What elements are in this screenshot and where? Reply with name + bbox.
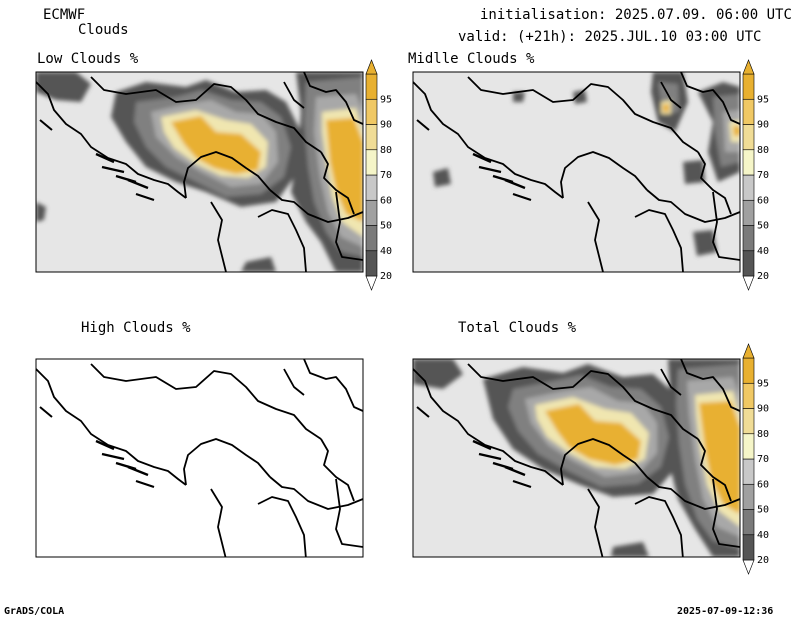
colorbar-min-triangle [742,559,755,575]
colorbar-segment [742,149,755,176]
colorbar-middle: 20 40 50 60 70 80 90 95 [742,59,769,291]
colorbar-min-triangle [365,275,378,291]
footer-timestamp: 2025-07-09-12:36 [677,606,774,617]
colorbar-segment [365,199,378,226]
colorbar-label: 70 [380,170,392,181]
colorbar-segment [742,199,755,226]
colorbar-segment [742,98,755,125]
colorbar-segment [742,382,755,409]
colorbar-segment [365,149,378,176]
model-name: ECMWF [43,7,86,23]
colorbar-label: 80 [757,145,769,156]
colorbar-segment [742,483,755,510]
colorbar-label: 50 [757,221,769,232]
colorbar-label: 90 [757,404,769,415]
panel-title-low: Low Clouds % [37,51,139,67]
colorbar-segment [365,250,378,277]
map-total-clouds [412,358,741,558]
colorbar-label: 40 [380,246,392,257]
colorbar-label: 95 [757,378,769,389]
colorbar-segment [742,225,755,252]
colorbar-max-triangle [742,343,755,359]
colorbar-segment [742,433,755,460]
colorbar-segment [365,124,378,151]
panel-title-high: High Clouds % [81,320,191,336]
map-middle-clouds [412,71,741,273]
colorbar-max-triangle [742,59,755,75]
colorbar-segment [742,124,755,151]
colorbar-segment [742,250,755,277]
panel-title-total: Total Clouds % [458,320,577,336]
colorbar-label: 90 [380,120,392,131]
colorbar-label: 60 [757,479,769,490]
colorbar-segment [742,458,755,485]
colorbar-segment [742,408,755,435]
colorbar-label: 95 [380,94,392,105]
colorbar-label: 40 [757,246,769,257]
colorbar-label: 60 [757,195,769,206]
valid-label: valid: (+21h): 2025.JUL.10 03:00 UTC [458,29,762,45]
colorbar-label: 60 [380,195,392,206]
colorbar-label: 70 [757,170,769,181]
colorbar-segment [365,98,378,125]
init-label: initialisation: 2025.07.09. 06:00 UTC [480,7,792,23]
colorbar-label: 95 [757,94,769,105]
colorbar-segment [742,357,755,384]
colorbar-label: 80 [380,145,392,156]
colorbar-segment [742,509,755,536]
colorbar-label: 20 [757,555,769,566]
colorbar-total: 20 40 50 60 70 80 90 95 [742,343,769,575]
colorbar-min-triangle [742,275,755,291]
colorbar-segment [742,73,755,100]
colorbar-segment [742,174,755,201]
colorbar-label: 40 [757,530,769,541]
product-name: Clouds [78,22,129,38]
colorbar-segment [365,225,378,252]
colorbar-label: 20 [380,271,392,282]
colorbar-segment [365,73,378,100]
map-high-clouds [35,358,364,558]
colorbar-segment [365,174,378,201]
colorbar-max-triangle [365,59,378,75]
panel-title-middle: Midlle Clouds % [408,51,535,67]
colorbar-label: 90 [757,120,769,131]
map-low-clouds [35,71,364,273]
colorbar-low: 20 40 50 60 70 80 90 95 [365,59,392,291]
colorbar-label: 50 [380,221,392,232]
colorbar-label: 80 [757,429,769,440]
colorbar-label: 70 [757,454,769,465]
footer-software: GrADS/COLA [4,606,65,617]
colorbar-label: 50 [757,505,769,516]
colorbar-label: 20 [757,271,769,282]
colorbar-segment [742,534,755,561]
